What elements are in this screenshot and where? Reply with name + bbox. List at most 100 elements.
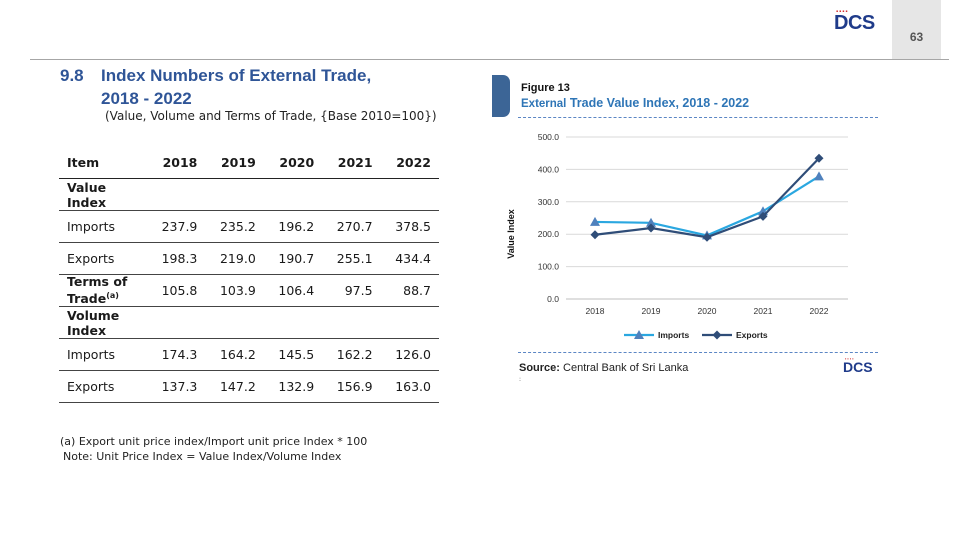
- y-tick-label: 100.0: [538, 262, 560, 272]
- y-tick-label: 200.0: [538, 229, 560, 239]
- data-point-exports: [814, 153, 824, 163]
- cell: 105.8: [147, 274, 206, 308]
- chart-legend: Imports Exports: [624, 330, 768, 340]
- logo-dots: ▪▪▪▪: [836, 9, 849, 15]
- table-notes: (a) Export unit price index/Import unit …: [60, 434, 367, 464]
- cell: 132.9: [263, 370, 323, 404]
- figure-bottom-divider: [518, 352, 878, 353]
- section-title-line1: Index Numbers of External Trade,: [101, 66, 372, 85]
- data-point-exports: [702, 232, 712, 242]
- figure-title-rest: Trade Value Index, 2018 - 2022: [566, 96, 750, 110]
- series-line-imports: [594, 175, 820, 237]
- legend-label-imports: Imports: [658, 330, 689, 340]
- y-tick-label: 300.0: [538, 197, 560, 207]
- x-tick-label: 2020: [698, 306, 717, 316]
- header-2021: 2021: [322, 147, 381, 179]
- header-2018: 2018: [147, 147, 206, 179]
- group-label-value: Value Index: [59, 178, 147, 211]
- y-axis-label: Value Index: [506, 209, 516, 259]
- note-b: Note: Unit Price Index = Value Index/Vol…: [63, 450, 342, 463]
- group-label-volume: Volume Index: [59, 306, 147, 340]
- figure-label: Figure 13: [521, 82, 570, 94]
- dcs-logo: ▪▪▪▪ DCS: [834, 9, 875, 35]
- cell: 162.2: [322, 338, 381, 372]
- cell: 97.5: [322, 274, 381, 308]
- table-row: Exports 198.3 219.0 190.7 255.1 434.4: [59, 242, 439, 275]
- row-label: Imports: [59, 210, 147, 243]
- section-subtitle: (Value, Volume and Terms of Trade, {Base…: [105, 109, 437, 123]
- index-table: Item 2018 2019 2020 2021 2022 Value Inde…: [59, 147, 439, 404]
- chart-grid: [566, 136, 848, 300]
- cell: 106.4: [263, 274, 323, 308]
- table-header-row: Item 2018 2019 2020 2021 2022: [59, 147, 439, 179]
- section-title: 9.8 Index Numbers of External Trade, 2018…: [60, 64, 371, 110]
- cell: 163.0: [380, 370, 439, 404]
- figure-title-prefix: External: [521, 98, 567, 110]
- cell: 147.2: [205, 370, 264, 404]
- data-point-exports: [646, 223, 656, 233]
- y-tick-label: 0.0: [547, 294, 559, 304]
- cell: 219.0: [205, 242, 264, 275]
- legend-marker-imports: [634, 330, 644, 339]
- cell: 126.0: [380, 338, 439, 372]
- table-row: Imports 237.9 235.2 196.2 270.7 378.5: [59, 210, 439, 243]
- note-a: (a) Export unit price index/Import unit …: [60, 435, 368, 448]
- data-point-imports: [814, 171, 824, 181]
- group-row-value: Value Index: [59, 178, 439, 211]
- group-row-volume: Volume Index: [59, 306, 439, 340]
- cell: 88.7: [380, 274, 439, 308]
- page-number: 63: [909, 30, 924, 44]
- cell: 145.5: [263, 338, 323, 372]
- legend-label-exports: Exports: [736, 330, 768, 340]
- data-point-imports: [646, 217, 656, 227]
- row-label: Imports: [59, 338, 147, 372]
- data-point-exports: [590, 230, 600, 240]
- cell: 164.2: [205, 338, 264, 372]
- chart-series: [590, 153, 824, 242]
- section-title-line2: 2018 - 2022: [101, 89, 192, 108]
- cell: 378.5: [380, 210, 439, 243]
- cell: 174.3: [147, 338, 206, 372]
- cell: 103.9: [205, 274, 264, 308]
- x-tick-labels: 2018 2019 2020 2021 2022: [586, 306, 829, 316]
- cell: 198.3: [147, 242, 206, 275]
- x-tick-label: 2022: [810, 306, 829, 316]
- section-number: 9.8: [60, 66, 84, 85]
- header-item: Item: [59, 147, 147, 179]
- logo-dots-small: ▪▪▪▪: [845, 356, 855, 361]
- row-label: Exports: [59, 370, 147, 404]
- cell: 156.9: [322, 370, 381, 404]
- row-label: Exports: [59, 242, 147, 275]
- header-2022: 2022: [380, 147, 439, 179]
- logo-text-small: DCS: [843, 359, 873, 375]
- y-tick-labels: 0.0 100.0 200.0 300.0 400.0 500.0: [538, 132, 560, 304]
- figure-source: Source: Central Bank of Sri Lanka: [519, 362, 688, 374]
- page-number-box: 63: [892, 0, 941, 59]
- data-point-imports: [590, 216, 600, 226]
- logo-text: DCS: [834, 12, 875, 34]
- source-dot: :: [519, 376, 522, 383]
- figure-title: External Trade Value Index, 2018 - 2022: [521, 96, 749, 110]
- cell: 196.2: [263, 210, 323, 243]
- dcs-logo-small: ▪▪▪▪ DCS: [843, 356, 873, 375]
- figure-top-divider: [518, 117, 878, 118]
- table-row-terms-of-trade: Terms of Trade(a) 105.8 103.9 106.4 97.5…: [59, 274, 439, 308]
- tot-label: Terms of Trade: [67, 274, 128, 307]
- figure-tab-marker: [492, 75, 510, 117]
- cell: 255.1: [322, 242, 381, 275]
- footnote-marker: (a): [106, 291, 119, 300]
- cell: 190.7: [263, 242, 323, 275]
- source-label: Source:: [519, 362, 560, 374]
- source-text: Central Bank of Sri Lanka: [559, 362, 689, 374]
- header-2019: 2019: [205, 147, 264, 179]
- y-tick-label: 400.0: [538, 164, 560, 174]
- trade-value-chart: 0.0 100.0 200.0 300.0 400.0 500.0 2018 2019 202…: [506, 132, 848, 340]
- x-tick-label: 2019: [642, 306, 661, 316]
- cell: 237.9: [147, 210, 206, 243]
- header-2020: 2020: [263, 147, 323, 179]
- table-row: Exports 137.3 147.2 132.9 156.9 163.0: [59, 370, 439, 404]
- cell: 235.2: [205, 210, 264, 243]
- y-tick-label: 500.0: [538, 132, 560, 142]
- table-row: Imports 174.3 164.2 145.5 162.2 126.0: [59, 338, 439, 372]
- data-point-exports: [758, 211, 768, 221]
